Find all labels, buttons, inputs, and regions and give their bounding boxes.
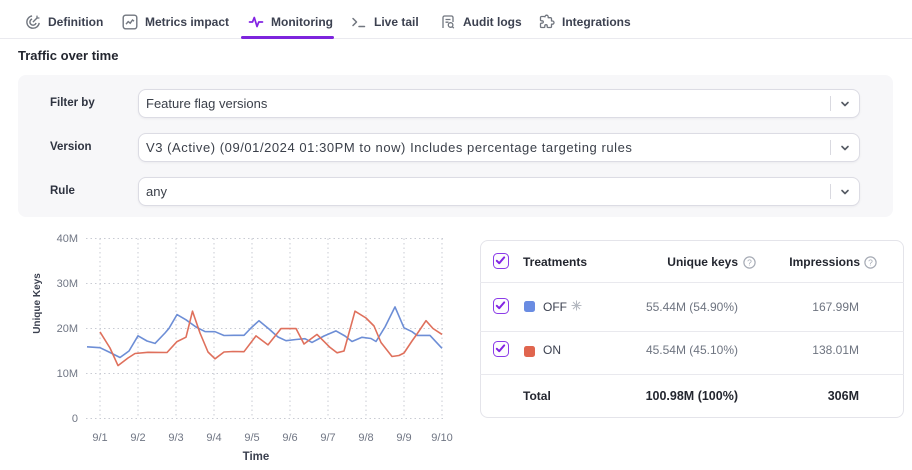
svg-text:0: 0: [72, 413, 78, 425]
svg-text:20M: 20M: [57, 323, 78, 335]
svg-text:9/3: 9/3: [168, 432, 183, 444]
svg-text:9/9: 9/9: [396, 432, 411, 444]
svg-text:9/7: 9/7: [320, 432, 335, 444]
svg-text:Unique Keys: Unique Keys: [32, 273, 43, 334]
svg-text:?: ?: [747, 257, 752, 267]
svg-text:9/1: 9/1: [92, 432, 107, 444]
svg-text:Time: Time: [243, 451, 270, 463]
svg-text:9/2: 9/2: [130, 432, 145, 444]
svg-text:9/8: 9/8: [358, 432, 373, 444]
svg-text:9/10: 9/10: [431, 432, 452, 444]
svg-text:9/5: 9/5: [244, 432, 259, 444]
svg-text:9/6: 9/6: [282, 432, 297, 444]
svg-text:10M: 10M: [57, 368, 78, 380]
svg-text:9/4: 9/4: [206, 432, 221, 444]
svg-text:30M: 30M: [57, 278, 78, 290]
svg-text:?: ?: [868, 257, 873, 267]
svg-text:40M: 40M: [57, 233, 78, 245]
